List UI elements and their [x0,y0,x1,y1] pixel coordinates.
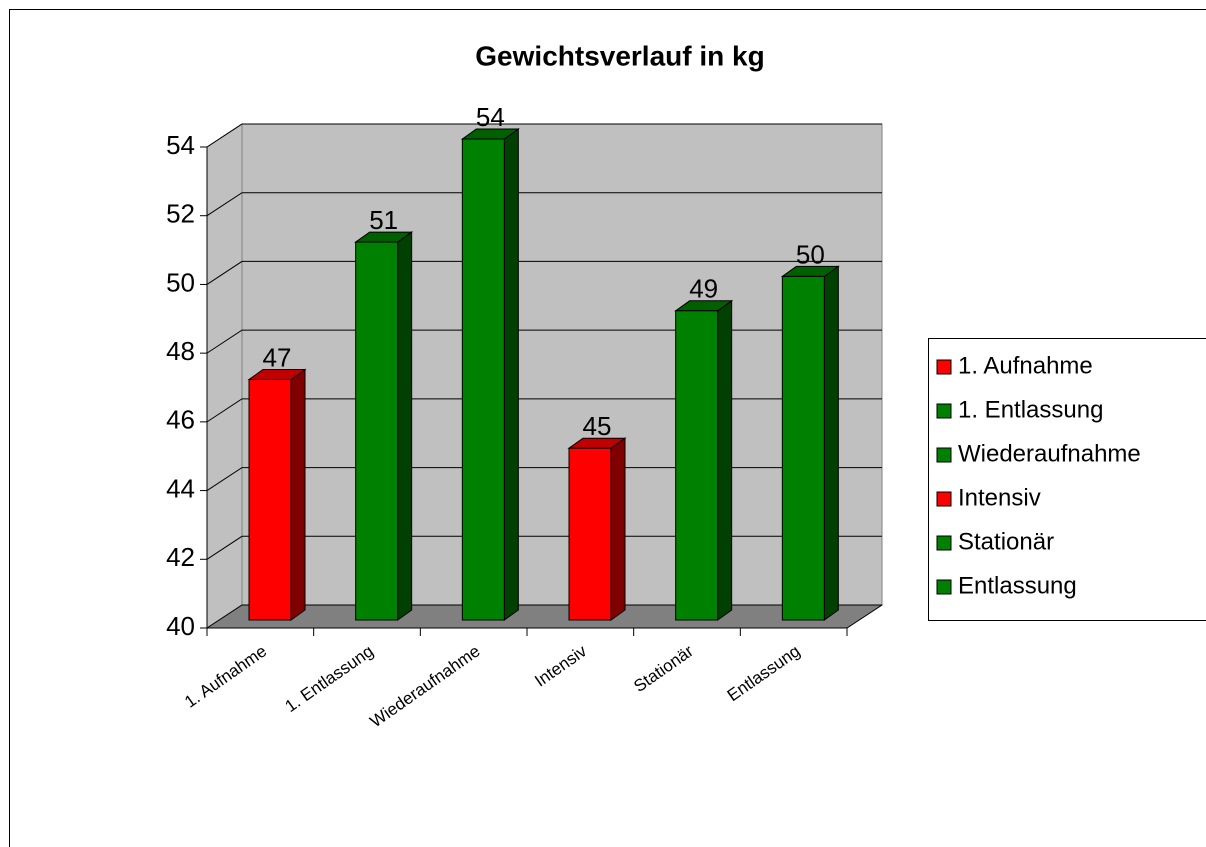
value-label: 54 [476,102,505,132]
y-tick-label: 50 [166,267,195,297]
value-label: 50 [796,239,825,269]
legend-swatch [936,447,952,463]
y-tick-label: 42 [166,542,195,572]
grid-line [206,260,882,285]
bar [248,379,292,621]
legend-swatch [936,491,952,507]
y-tick-label: 52 [166,199,195,229]
legend-swatch [936,359,952,375]
legend-swatch [936,535,952,551]
grid-line [206,192,882,217]
bar-side [397,231,413,621]
grid-line [206,123,882,148]
y-tick-label: 48 [166,336,195,366]
bar [781,275,825,621]
legend-swatch [936,403,952,419]
value-label: 51 [369,205,398,235]
chart-title: Gewichtsverlauf in kg [475,40,764,71]
legend-swatch [936,579,952,595]
y-tick-label: 54 [166,130,195,160]
bar [461,138,505,621]
bar-side [717,299,733,621]
grid-line [206,535,882,560]
value-label: 47 [263,342,292,372]
legend-label: Entlassung [958,572,1077,599]
legend-label: 1. Entlassung [958,396,1103,423]
grid-line [206,604,882,629]
floor [205,604,884,629]
bar [675,310,719,621]
bar-side [610,437,626,621]
legend-label: 1. Aufnahme [958,352,1093,379]
grid-line [206,329,882,354]
value-label: 45 [583,411,612,441]
y-tick-label: 44 [166,473,195,503]
y-tick-label: 40 [166,611,195,641]
bar-side [823,265,839,621]
bar-side [290,368,306,621]
value-label: 49 [689,274,718,304]
legend [928,338,1206,621]
x-axis-depth [846,604,883,629]
legend-label: Wiederaufnahme [958,440,1141,467]
grid-line [206,467,882,491]
side-wall [206,123,243,629]
y-tick-label: 46 [166,405,195,435]
bar [568,447,612,621]
bar-side [503,128,519,621]
bar [355,241,399,621]
legend-label: Stationär [958,528,1054,555]
grid-line [206,398,882,423]
legend-label: Intensiv [958,484,1041,511]
